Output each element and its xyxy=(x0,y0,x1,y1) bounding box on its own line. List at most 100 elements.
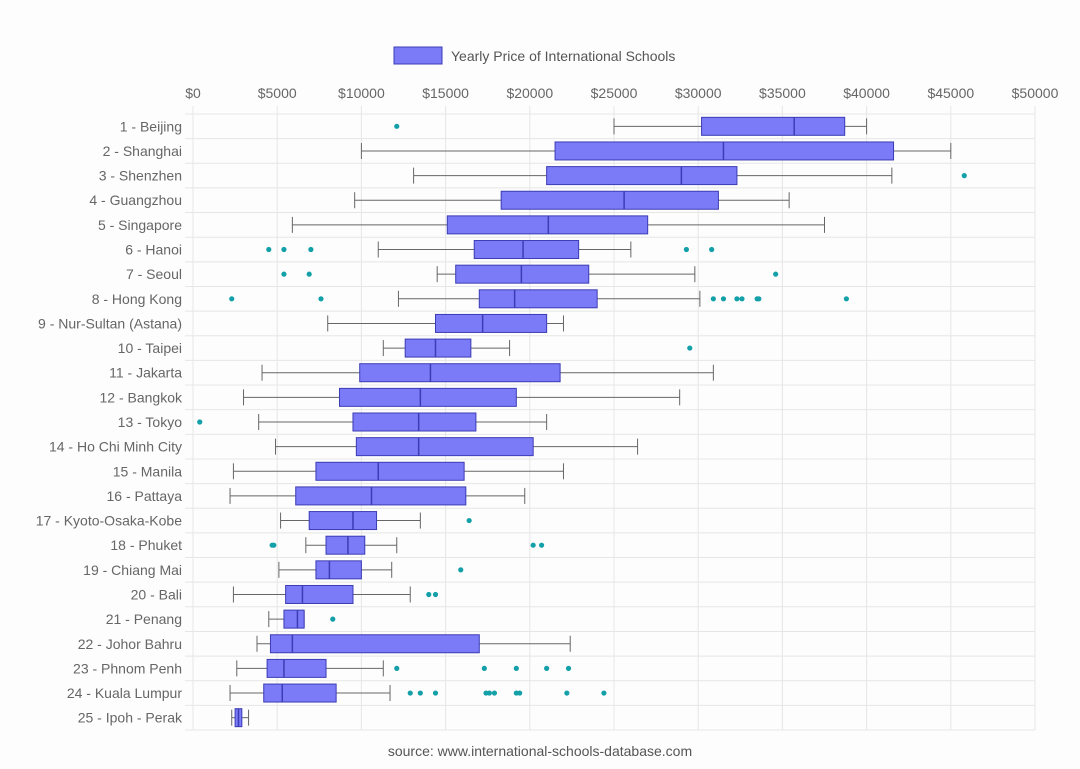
outlier-point[interactable] xyxy=(773,271,779,277)
box[interactable] xyxy=(295,486,467,506)
outlier-point[interactable] xyxy=(458,567,464,573)
outlier-point[interactable] xyxy=(961,173,967,179)
outlier-point[interactable] xyxy=(734,296,740,302)
outlier-point[interactable] xyxy=(281,246,287,253)
outlier-point[interactable] xyxy=(687,345,693,351)
box[interactable] xyxy=(546,166,738,186)
box-series[interactable] xyxy=(229,289,849,309)
box[interactable] xyxy=(308,511,378,531)
box-series[interactable] xyxy=(280,511,472,531)
outlier-point[interactable] xyxy=(481,665,487,672)
box[interactable] xyxy=(339,387,517,407)
box[interactable] xyxy=(266,658,327,678)
box-series[interactable] xyxy=(269,535,545,555)
box-series[interactable] xyxy=(275,437,639,457)
outlier-point[interactable] xyxy=(538,542,545,548)
box[interactable] xyxy=(263,683,337,703)
box-series[interactable] xyxy=(281,264,779,284)
box-series[interactable] xyxy=(231,708,250,728)
box[interactable] xyxy=(325,535,366,555)
box-series[interactable] xyxy=(278,560,464,580)
y-tick-label: 2 - Shanghai xyxy=(103,143,182,159)
outlier-point[interactable] xyxy=(710,296,716,302)
outlier-point[interactable] xyxy=(432,591,439,598)
outlier-point[interactable] xyxy=(564,690,570,696)
legend[interactable]: Yearly Price of International Schools xyxy=(393,46,675,65)
outlier-point[interactable] xyxy=(197,419,203,425)
box-series[interactable] xyxy=(268,609,336,629)
outlier-point[interactable] xyxy=(318,296,324,302)
box-series[interactable] xyxy=(261,363,714,383)
outlier-point[interactable] xyxy=(683,246,690,253)
outlier-point[interactable] xyxy=(229,296,235,302)
outlier-point[interactable] xyxy=(394,123,400,129)
box-series[interactable] xyxy=(236,658,572,678)
y-tick-label: 7 - Seoul xyxy=(126,266,182,282)
box-series[interactable] xyxy=(232,461,564,481)
grid xyxy=(185,106,1036,731)
outlier-point[interactable] xyxy=(739,296,745,302)
box-series[interactable] xyxy=(413,166,967,186)
outlier-point[interactable] xyxy=(281,271,287,277)
outlier-point[interactable] xyxy=(417,690,423,696)
box[interactable] xyxy=(283,609,305,629)
y-tick-label: 16 - Pattaya xyxy=(107,488,183,504)
y-tick-label: 10 - Taipei xyxy=(118,340,182,356)
y-tick-label: 4 - Guangzhou xyxy=(89,192,182,208)
box[interactable] xyxy=(269,634,480,654)
box[interactable] xyxy=(554,141,895,161)
outlier-point[interactable] xyxy=(491,690,498,696)
box[interactable] xyxy=(315,461,465,481)
outlier-point[interactable] xyxy=(394,665,400,672)
box-series[interactable] xyxy=(256,634,571,654)
outlier-point[interactable] xyxy=(530,542,536,548)
box[interactable] xyxy=(701,116,846,136)
outlier-point[interactable] xyxy=(756,296,762,302)
x-tick-label: $30000 xyxy=(675,85,722,101)
box-series[interactable] xyxy=(360,141,952,161)
x-tick-label: $50000 xyxy=(1012,85,1059,101)
outlier-point[interactable] xyxy=(843,296,849,302)
box-series[interactable] xyxy=(382,338,693,358)
outlier-point[interactable] xyxy=(601,690,607,696)
outlier-point[interactable] xyxy=(306,271,312,277)
box-series[interactable] xyxy=(394,116,868,136)
box[interactable] xyxy=(285,584,354,604)
box-series[interactable] xyxy=(354,190,790,210)
outlier-point[interactable] xyxy=(720,296,727,302)
box-series[interactable] xyxy=(229,486,526,506)
box[interactable] xyxy=(455,264,590,284)
outlier-point[interactable] xyxy=(432,690,439,696)
box[interactable] xyxy=(359,363,561,383)
box-series[interactable] xyxy=(229,683,607,703)
outlier-point[interactable] xyxy=(517,690,523,696)
outlier-point[interactable] xyxy=(513,665,519,672)
box[interactable] xyxy=(478,289,598,309)
box[interactable] xyxy=(434,313,548,333)
box[interactable] xyxy=(446,215,649,235)
outlier-point[interactable] xyxy=(266,246,272,253)
box[interactable] xyxy=(315,560,362,580)
outlier-point[interactable] xyxy=(271,542,277,548)
box[interactable] xyxy=(404,338,472,358)
box-series[interactable] xyxy=(327,313,564,333)
outlier-point[interactable] xyxy=(466,517,472,524)
box-series[interactable] xyxy=(291,215,825,235)
outlier-point[interactable] xyxy=(709,246,715,253)
box[interactable] xyxy=(355,437,534,457)
box-series[interactable] xyxy=(232,584,439,604)
box-series[interactable] xyxy=(197,412,548,432)
box-series[interactable] xyxy=(266,240,715,260)
outlier-point[interactable] xyxy=(308,246,314,253)
outlier-point[interactable] xyxy=(565,665,572,672)
box[interactable] xyxy=(500,190,719,210)
outlier-point[interactable] xyxy=(486,690,492,696)
outlier-point[interactable] xyxy=(407,690,413,696)
box[interactable] xyxy=(473,240,580,260)
outlier-point[interactable] xyxy=(426,591,432,598)
box-series[interactable] xyxy=(243,387,681,407)
outlier-point[interactable] xyxy=(544,665,550,672)
box[interactable] xyxy=(352,412,477,432)
outlier-point[interactable] xyxy=(330,616,336,622)
